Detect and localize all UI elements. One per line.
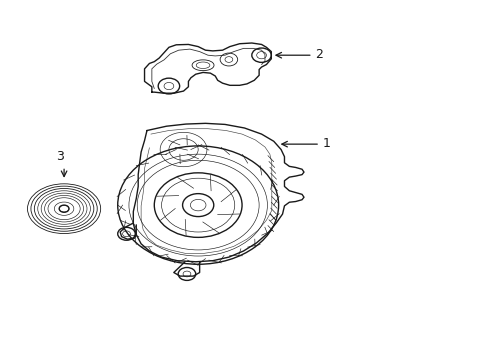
Text: 1: 1 <box>322 136 330 149</box>
Text: 2: 2 <box>315 48 323 60</box>
Text: 3: 3 <box>56 150 64 163</box>
